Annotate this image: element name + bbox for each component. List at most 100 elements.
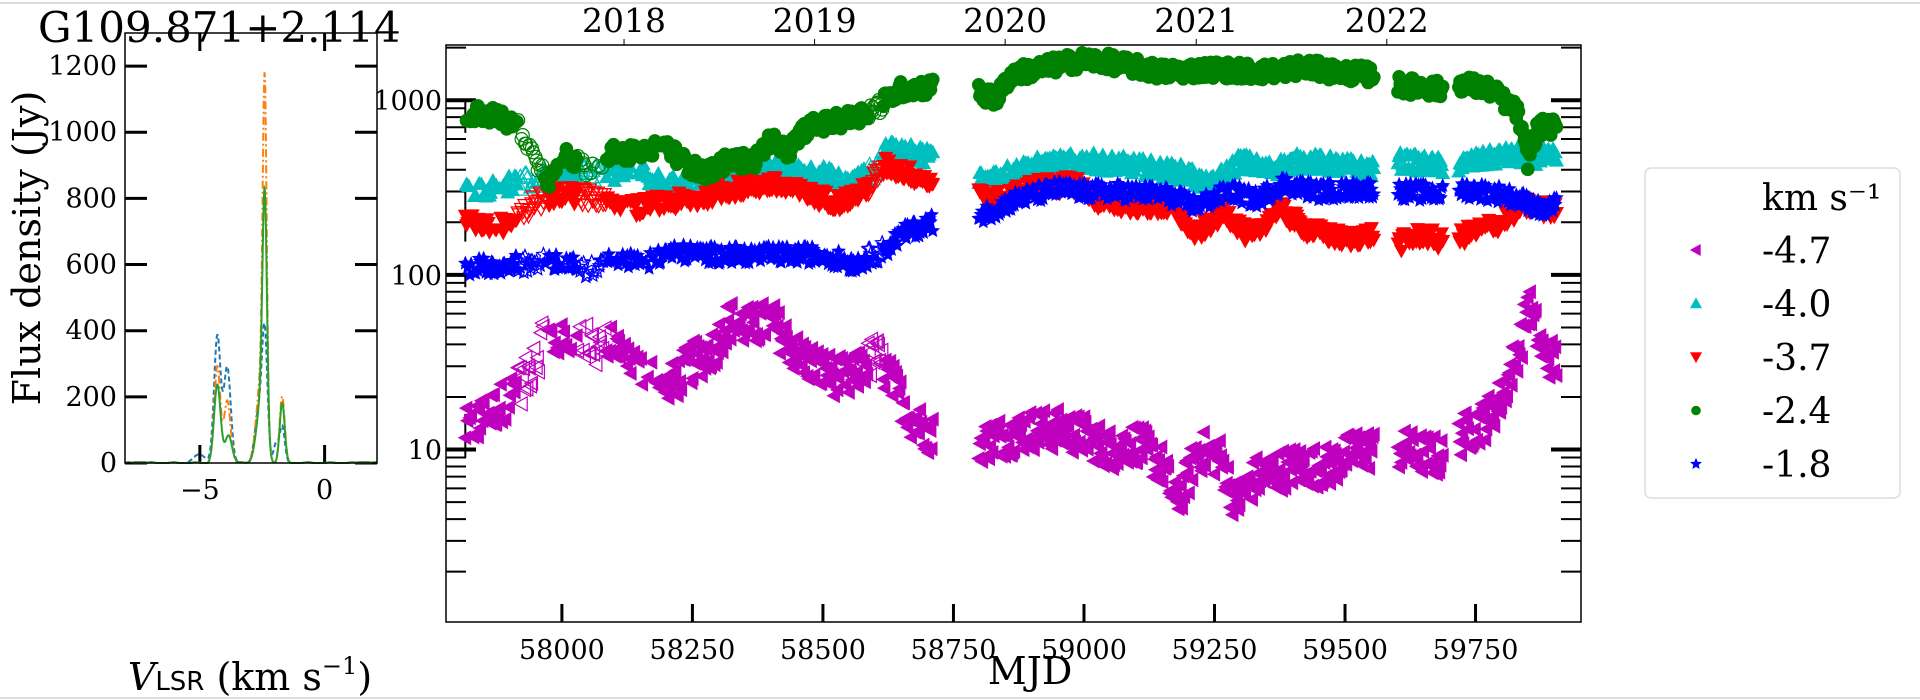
data-point	[589, 262, 606, 279]
data-point	[513, 395, 528, 412]
data-point	[470, 429, 484, 445]
chart-title: G109.871+2.114	[38, 3, 401, 52]
bottom-border	[0, 697, 1920, 699]
data-point	[521, 359, 536, 376]
data-point	[1520, 162, 1535, 177]
legend-marker--3.7	[1689, 352, 1703, 364]
data-point	[1184, 472, 1199, 488]
data-point	[862, 367, 878, 384]
data-point	[1504, 377, 1518, 393]
spectrum-ytick-label: 200	[65, 382, 117, 413]
data-point	[514, 368, 529, 385]
data-point	[757, 326, 772, 343]
data-point	[1050, 402, 1064, 418]
data-point	[1160, 458, 1175, 474]
data-point	[806, 367, 821, 383]
xlabel-end: )	[357, 655, 372, 699]
legend-label: -4.0	[1762, 285, 1831, 326]
data-point	[575, 254, 592, 270]
data-point	[1296, 451, 1310, 468]
data-point	[1366, 160, 1382, 175]
data-point	[623, 365, 637, 381]
data-point	[1237, 486, 1252, 502]
data-point	[1234, 195, 1250, 210]
data-point	[1206, 466, 1221, 482]
data-point	[523, 252, 541, 268]
data-point	[1044, 441, 1059, 457]
spectrum-ytick-label: 600	[65, 250, 117, 281]
data-point	[1265, 452, 1279, 469]
data-point	[522, 377, 538, 394]
data-point	[473, 176, 489, 190]
data-point	[512, 359, 527, 376]
lightcurve-xtick-label: 58750	[911, 635, 997, 666]
data-point	[1418, 177, 1433, 192]
data-point	[862, 176, 879, 192]
data-point	[1453, 447, 1467, 463]
data-point	[778, 318, 792, 334]
data-point	[722, 331, 737, 347]
data-point	[1523, 316, 1538, 332]
data-point	[660, 390, 675, 406]
data-point	[724, 295, 738, 312]
data-point	[1366, 233, 1382, 248]
data-point	[585, 346, 601, 363]
spectrum-ytick-label: 400	[65, 316, 117, 347]
data-point	[1506, 214, 1522, 228]
data-point	[924, 207, 940, 222]
spectrum-ytick-label: 800	[65, 183, 117, 214]
data-point	[902, 160, 918, 175]
data-point	[789, 330, 804, 346]
spectrum-ytick-label: 1200	[48, 51, 117, 82]
legend-label: -2.4	[1762, 392, 1831, 433]
data-point	[1548, 153, 1565, 167]
data-point	[1514, 350, 1528, 366]
data-point	[508, 374, 522, 390]
data-point	[511, 208, 528, 223]
legend-marker--4.0	[1689, 297, 1703, 309]
lightcurve-xtick-label: 59000	[1041, 635, 1127, 666]
spectrum-ylabel: Flux density (Jy)	[5, 91, 49, 406]
spectrum-2-line	[124, 71, 377, 464]
data-point	[526, 201, 543, 216]
data-point	[522, 137, 537, 153]
spectrum-ytick-label: 0	[100, 448, 117, 479]
data-point	[1528, 302, 1542, 318]
top-border	[0, 2, 1920, 4]
data-point	[1540, 351, 1555, 367]
data-point	[578, 265, 596, 282]
data-point	[1122, 435, 1137, 452]
data-point	[861, 343, 876, 360]
data-point	[1197, 457, 1211, 474]
data-point	[1244, 491, 1258, 508]
spectrum-axes-frame	[124, 32, 378, 464]
data-point	[1102, 424, 1116, 440]
legend-title: km s⁻¹	[1762, 178, 1881, 219]
lightcurve-ytick-label: 1000	[373, 86, 442, 117]
data-point	[771, 304, 785, 321]
lightcurve-ytick-label: 10	[408, 436, 442, 467]
data-point	[1435, 79, 1450, 94]
data-point	[476, 395, 490, 411]
data-point	[1036, 403, 1051, 419]
data-point	[922, 422, 937, 439]
data-point	[515, 128, 530, 143]
data-point	[520, 209, 537, 225]
legend-marker--1.8	[1690, 457, 1702, 470]
data-point	[519, 169, 536, 184]
data-point	[1434, 227, 1450, 241]
lightcurve-panel: 10 100 1000 58000 58250 58500 58750 59000 59250 5…	[373, 1, 1581, 666]
data-point	[1212, 433, 1226, 449]
data-point	[634, 376, 649, 392]
data-point	[520, 358, 535, 375]
data-point	[486, 387, 500, 403]
data-point	[694, 368, 708, 384]
data-point	[565, 249, 581, 264]
series--4.7	[457, 284, 1563, 523]
data-point	[507, 384, 521, 400]
data-point	[1363, 222, 1380, 236]
data-point	[685, 370, 699, 386]
data-point	[569, 342, 585, 359]
xlabel-rest: (km s	[204, 655, 322, 699]
